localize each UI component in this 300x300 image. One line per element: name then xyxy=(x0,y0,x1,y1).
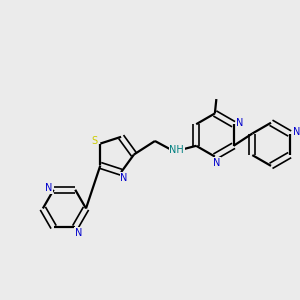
Text: S: S xyxy=(91,136,98,146)
Text: N: N xyxy=(74,227,82,238)
Text: N: N xyxy=(236,118,244,128)
Text: N: N xyxy=(213,158,220,168)
Text: N: N xyxy=(45,183,52,193)
Text: NH: NH xyxy=(169,145,184,155)
Text: N: N xyxy=(120,172,128,183)
Text: N: N xyxy=(292,127,300,137)
